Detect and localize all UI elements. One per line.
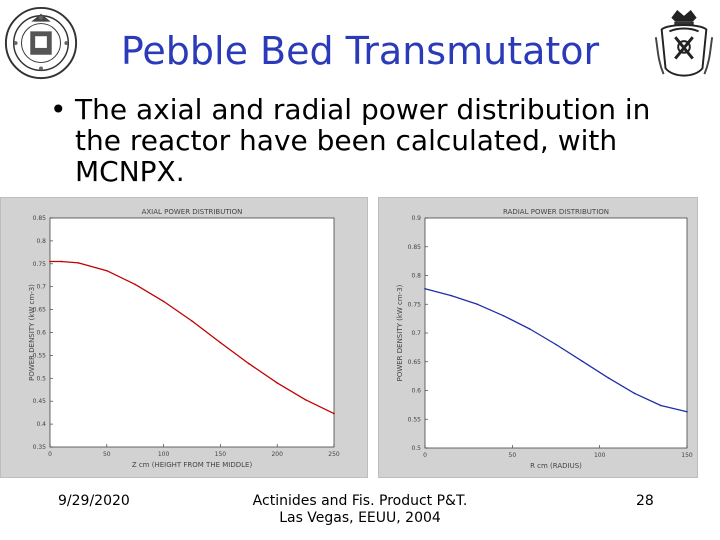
bullet-dot-icon: • [50, 93, 67, 126]
axial-data-point-5 [162, 300, 165, 303]
axial-x-tick-label-1: 50 [103, 451, 111, 458]
axial-data-point-10 [304, 399, 307, 401]
radial-data-point-1 [450, 294, 452, 297]
radial-x-tick-label-1: 50 [509, 452, 517, 459]
radial-data-point-5 [555, 343, 557, 346]
axial-data-point-6 [191, 320, 193, 322]
radial-power-chart: RADIAL POWER DISTRIBUTION R cm (RADIUS) PO… [378, 197, 698, 478]
radial-data-point-9 [660, 404, 662, 407]
slide-title: Pebble Bed Transmutator [120, 29, 600, 73]
axial-x-tick-label-4: 200 [271, 451, 283, 458]
radial-plot-area [424, 217, 688, 449]
axial-data-point-8 [248, 362, 250, 365]
axial-data-point-2 [77, 262, 80, 264]
radial-data-point-6 [581, 360, 583, 362]
footer-center: Actinides and Fis. Product P&T. Las Vega… [210, 493, 510, 527]
footer-center-line-2: Las Vegas, EEUU, 2004 [279, 510, 441, 526]
radial-data-point-2 [476, 303, 479, 306]
radial-y-axis-label: POWER DENSITY (kW cm-3) [396, 284, 404, 381]
axial-y-tick-label-8: 0.75 [33, 261, 47, 268]
footer-date: 9/29/2020 [58, 493, 130, 509]
bullet-text: The axial and radial power distribution … [75, 93, 651, 188]
axial-y-tick-label-3: 0.5 [36, 375, 46, 382]
crest-logo-right [654, 10, 714, 77]
radial-y-tick-label-8: 0.9 [411, 215, 421, 222]
radial-data-point-3 [502, 315, 505, 317]
axial-plot-area [49, 217, 335, 448]
axial-data-point-4 [134, 283, 136, 286]
radial-y-tick-label-7: 0.85 [408, 244, 422, 251]
axial-y-tick-label-0: 0.35 [33, 444, 47, 451]
axial-y-tick-label-2: 0.45 [33, 398, 47, 405]
axial-data-point-9 [276, 382, 279, 384]
axial-data-point-0 [49, 260, 51, 263]
axial-power-chart: AXIAL POWER DISTRIBUTION Z cm (HEIGHT FRO… [0, 197, 368, 478]
axial-x-tick-label-5: 250 [328, 451, 340, 458]
radial-y-tick-label-2: 0.6 [411, 388, 421, 395]
radial-power-chart-svg: RADIAL POWER DISTRIBUTION R cm (RADIUS) PO… [396, 208, 693, 470]
axial-y-tick-label-9: 0.8 [36, 238, 46, 245]
axial-x-tick-label-0: 0 [48, 451, 52, 458]
radial-x-tick-label-0: 0 [423, 452, 427, 459]
radial-x-axis-label: R cm (RADIUS) [530, 462, 582, 470]
axial-y-tick-label-5: 0.6 [36, 330, 46, 337]
radial-y-tick-label-0: 0.5 [411, 445, 421, 452]
radial-data-point-4 [529, 328, 531, 330]
axial-y-tick-label-6: 0.65 [33, 307, 47, 314]
bullet-point: • The axial and radial power distributio… [50, 94, 670, 187]
axial-chart-title: AXIAL POWER DISTRIBUTION [142, 208, 243, 216]
radial-data-point-10 [686, 411, 688, 413]
radial-y-tick-label-1: 0.55 [408, 416, 422, 423]
axial-y-tick-label-1: 0.4 [36, 421, 46, 428]
radial-y-tick-label-3: 0.65 [408, 359, 422, 366]
radial-data-point-7 [607, 377, 610, 379]
university-seal-left [4, 6, 78, 80]
radial-y-tick-label-4: 0.7 [411, 330, 421, 337]
axial-y-axis-label: POWER DENSITY (kW cm-3) [28, 284, 36, 381]
axial-data-point-7 [219, 341, 222, 344]
radial-y-tick-label-6: 0.8 [411, 273, 421, 280]
axial-y-tick-label-7: 0.7 [36, 284, 46, 291]
footer-center-line-1: Actinides and Fis. Product P&T. [252, 493, 468, 509]
axial-x-tick-label-2: 100 [158, 451, 170, 458]
axial-power-chart-svg: AXIAL POWER DISTRIBUTION Z cm (HEIGHT FRO… [28, 208, 340, 469]
radial-x-tick-label-2: 100 [594, 452, 606, 459]
axial-y-tick-label-4: 0.55 [33, 352, 47, 359]
axial-data-point-3 [106, 269, 108, 272]
axial-x-axis-label: Z cm (HEIGHT FROM THE MIDDLE) [132, 461, 253, 469]
axial-data-point-11 [333, 412, 335, 415]
axial-x-tick-label-3: 150 [215, 451, 227, 458]
radial-data-point-8 [633, 392, 636, 395]
radial-data-point-0 [424, 287, 426, 290]
radial-y-tick-label-5: 0.75 [408, 301, 422, 308]
axial-y-tick-label-10: 0.85 [33, 215, 47, 222]
radial-chart-title: RADIAL POWER DISTRIBUTION [503, 208, 609, 216]
page-number: 28 [636, 493, 654, 509]
radial-x-tick-label-3: 150 [681, 452, 693, 459]
axial-series-line-0 [50, 260, 335, 415]
axial-data-point-1 [60, 260, 63, 263]
